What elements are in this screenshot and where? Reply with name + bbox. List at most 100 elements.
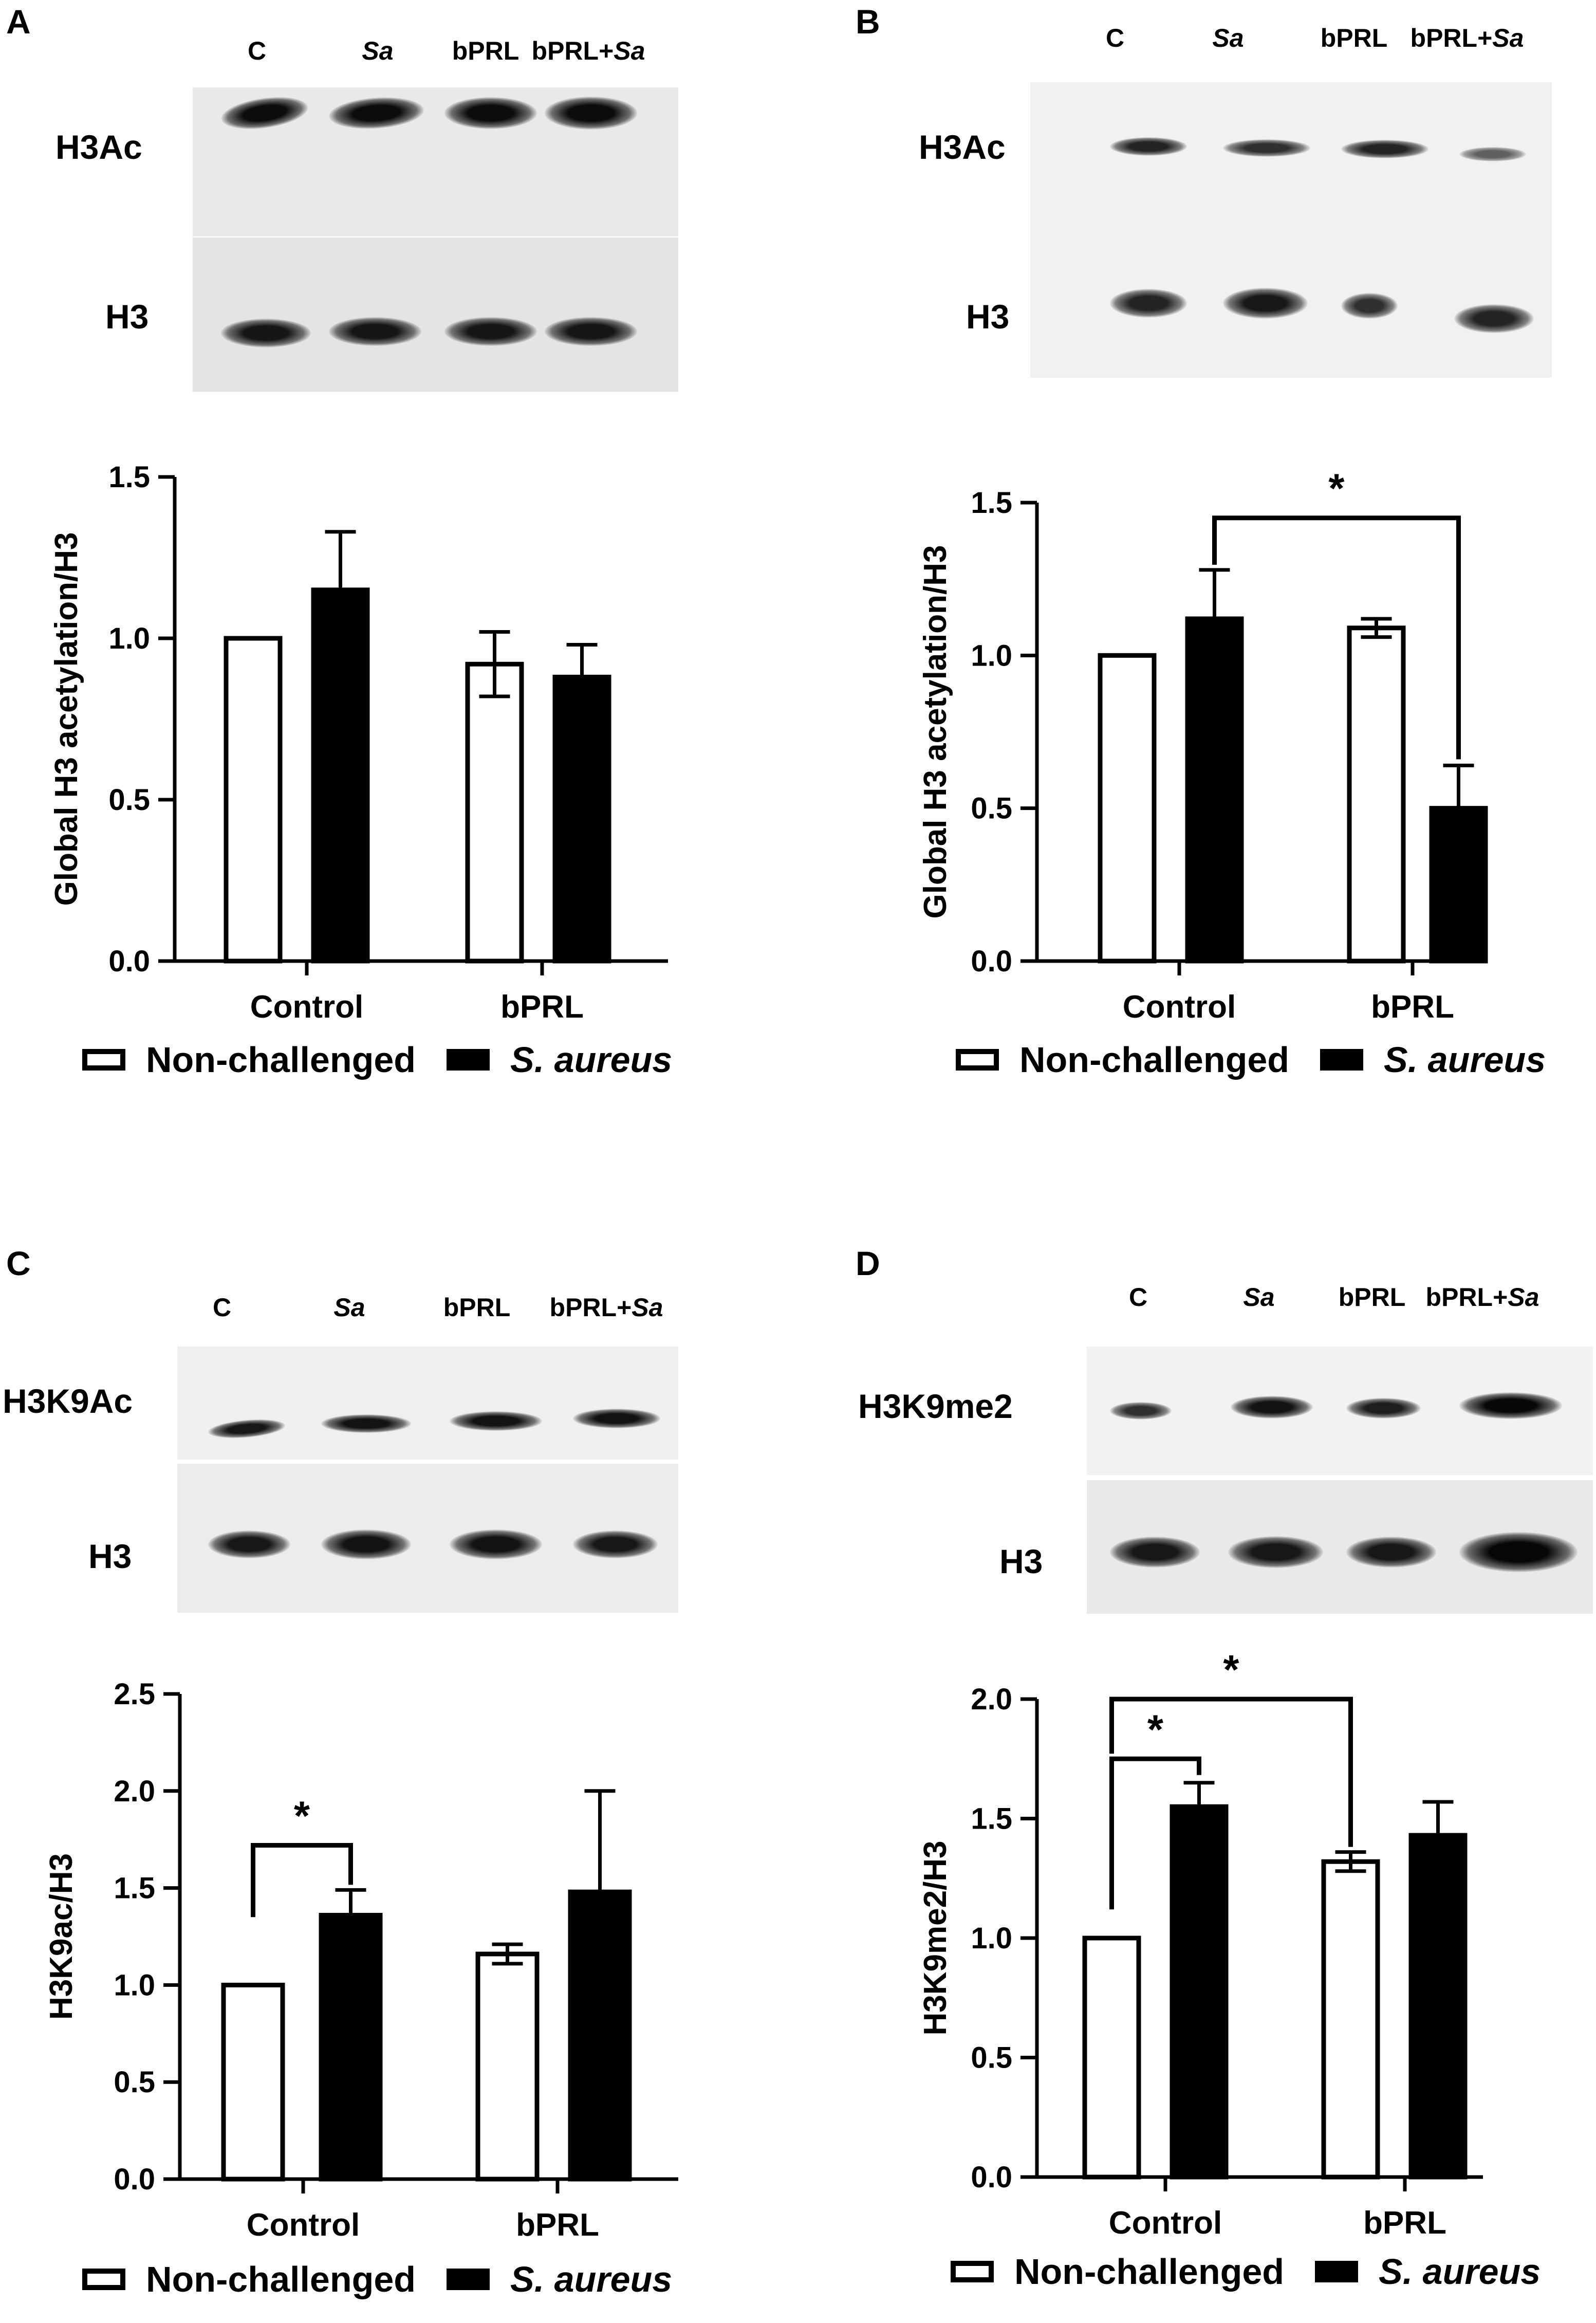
legend-label: Non-challenged <box>1014 2252 1285 2292</box>
significance-bracket <box>251 1843 353 1918</box>
blot-band <box>1231 1396 1313 1418</box>
lane-label: Sa <box>1212 24 1244 52</box>
legend-a: Non-challenged S. aureus <box>82 1039 703 1080</box>
x-tick-label: bPRL <box>500 989 584 1025</box>
panel-letter-b: B <box>856 3 880 41</box>
blot-band <box>208 1531 290 1558</box>
blot-band <box>1346 1537 1436 1568</box>
blot-band <box>207 1416 286 1441</box>
blot-band <box>1223 139 1310 157</box>
legend-swatch-open <box>951 2261 994 2282</box>
legend-d: Non-challenged S. aureus <box>951 2251 1571 2292</box>
y-tick-label: 0.5 <box>971 2041 1012 2075</box>
y-tick-label: 2.0 <box>114 1775 155 1808</box>
lane-label: bPRL <box>1320 24 1388 52</box>
blot-strip-b <box>1030 82 1552 378</box>
blot-band <box>1341 140 1428 158</box>
lane-label: bPRL <box>443 1293 511 1322</box>
blot-band <box>1459 147 1526 161</box>
lane-label: C <box>247 36 267 65</box>
bar-non-challenged <box>221 1982 285 2182</box>
blot-band <box>573 1409 660 1428</box>
bar-chart-b: 0.0 0.5 1.0 1.5 Global H3 acetylation/H3 Cont… <box>918 466 1488 1025</box>
legend-b: Non-challenged S. aureus <box>956 1039 1576 1080</box>
bar-s-aureus <box>1185 616 1244 964</box>
lane-label: Sa <box>1243 1283 1275 1312</box>
bar-non-challenged <box>224 636 283 964</box>
blot-row-label: H3K9me2 <box>858 1387 1013 1425</box>
blot-band <box>1459 1392 1562 1419</box>
blot-band <box>219 92 310 134</box>
blot-band <box>1454 304 1534 333</box>
y-tick-label: 0.5 <box>971 792 1012 825</box>
blot-band <box>1110 1402 1172 1419</box>
legend-label: Non-challenged <box>1019 1040 1290 1080</box>
bar-s-aureus <box>1429 806 1488 964</box>
significance-bracket <box>1109 1697 1353 1847</box>
lane-label: bPRL+Sa <box>1425 1283 1539 1312</box>
y-tick-label: 1.5 <box>108 460 150 494</box>
bar-non-challenged <box>1098 653 1157 964</box>
blot-row-label: H3Ac <box>55 128 142 166</box>
blot-band <box>328 94 425 132</box>
y-tick-label: 1.0 <box>114 1968 155 2002</box>
legend-swatch-filled <box>1315 2261 1359 2282</box>
blot-strip-h3 <box>193 237 678 392</box>
bar-s-aureus <box>568 1889 632 2182</box>
blot-band <box>321 1529 411 1559</box>
y-tick-label: 1.5 <box>971 486 1012 520</box>
x-tick-label: bPRL <box>516 2207 599 2243</box>
significance-bracket <box>1212 515 1461 760</box>
lane-label: C <box>1128 1283 1148 1312</box>
bar-non-challenged <box>1321 1859 1380 2180</box>
legend-label: Non-challenged <box>146 1040 416 1080</box>
lane-label: Sa <box>333 1293 365 1322</box>
blot-row-label: H3Ac <box>919 128 1006 166</box>
blot-band <box>1459 1532 1578 1572</box>
y-axis-label: H3K9me2/H3 <box>918 1840 953 2035</box>
lane-label: C <box>1105 24 1125 52</box>
bar-non-challenged <box>465 661 524 964</box>
lane-label: bPRL+Sa <box>549 1293 663 1322</box>
panel-letter-c: C <box>6 1244 31 1282</box>
x-tick-label: Control <box>250 989 363 1025</box>
blot-band <box>221 319 311 347</box>
bar-non-challenged <box>1347 625 1406 964</box>
bar-s-aureus <box>1170 1804 1229 2180</box>
blot-strip-h3-c <box>177 1464 678 1613</box>
lane-label: C <box>212 1293 232 1322</box>
blot-band <box>1346 1398 1421 1418</box>
y-tick-label: 2.5 <box>114 1677 155 1711</box>
bar-chart-c: 0.0 0.5 1.0 1.5 2.0 2.5 H3K9ac/H3 Control bPRL * <box>44 1677 678 2243</box>
panel-letter-a: A <box>6 3 31 41</box>
legend-swatch-open <box>956 1049 999 1071</box>
x-tick-label: bPRL <box>1371 989 1454 1025</box>
x-tick-label: Control <box>1123 989 1236 1025</box>
significance-bracket <box>1109 1756 1201 1910</box>
significance-star: * <box>1328 466 1345 511</box>
significance-star: * <box>294 1793 310 1839</box>
lane-label: bPRL <box>1338 1283 1406 1312</box>
bar-s-aureus <box>319 1912 383 2182</box>
blot-band <box>329 317 421 346</box>
bar-non-challenged <box>1082 1935 1141 2180</box>
bar-chart-a: 0.0 0.5 1.0 1.5 Global H3 acetylation/H3 Cont… <box>49 460 668 1025</box>
blot-band <box>444 97 537 129</box>
bar-s-aureus <box>311 587 370 964</box>
blot-band <box>321 1414 411 1433</box>
legend-label: S. aureus <box>1379 2252 1541 2292</box>
blot-band <box>545 317 637 346</box>
blot-band <box>1110 137 1187 156</box>
blot-band <box>450 1529 542 1559</box>
blot-row-label: H3 <box>105 298 149 336</box>
legend-swatch-open <box>82 1049 125 1071</box>
bar-chart-d: 0.0 0.5 1.0 1.5 2.0 H3K9me2/H3 Control bPRL * * <box>918 1647 1483 2241</box>
bar-s-aureus <box>1408 1833 1468 2180</box>
blot-band <box>1341 293 1398 319</box>
y-tick-label: 0.0 <box>971 2161 1012 2194</box>
y-axis-label: H3K9ac/H3 <box>44 1853 79 2020</box>
bar-non-challenged <box>475 1951 540 2182</box>
blot-strip-h3k9me2 <box>1087 1347 1593 1475</box>
blot-band <box>1110 289 1187 318</box>
y-tick-label: 1.0 <box>108 622 150 655</box>
